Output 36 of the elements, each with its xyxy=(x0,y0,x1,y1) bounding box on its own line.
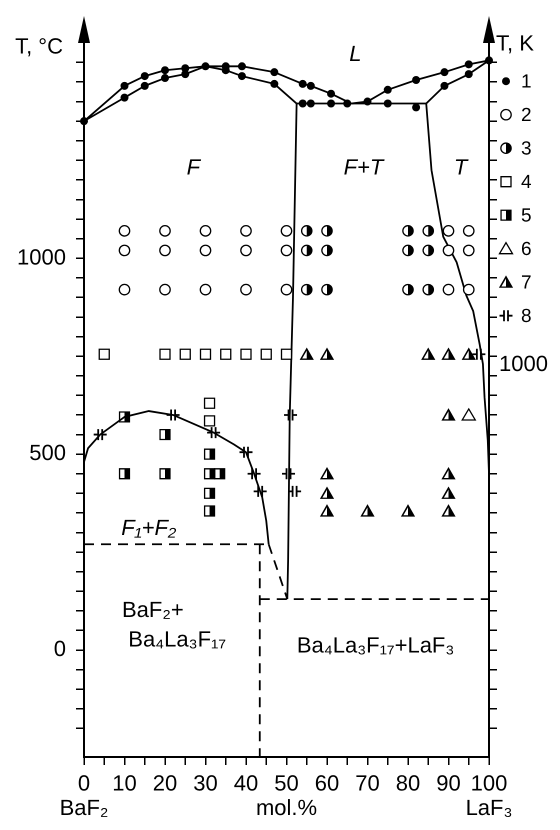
x-tick-label: 100 xyxy=(470,770,508,796)
legend-label: 5 xyxy=(521,205,532,226)
x-tick-label: 70 xyxy=(355,770,380,796)
legend-label: 8 xyxy=(521,306,532,327)
y-tick-label: 1000 xyxy=(17,244,66,270)
annotation: F+T xyxy=(344,154,385,180)
x-tick-label: 80 xyxy=(396,770,420,796)
text: LaF₃ xyxy=(466,795,512,820)
y-tick-label: 0 xyxy=(54,636,66,662)
x-axis-title: mol.% xyxy=(256,795,318,820)
legend-label: 2 xyxy=(521,104,532,126)
x-tick-label: 50 xyxy=(274,770,299,796)
legend-label: 4 xyxy=(521,172,532,193)
x-tick-label: 20 xyxy=(152,770,178,796)
x-tick-label: 60 xyxy=(314,770,340,796)
legend-label: 6 xyxy=(521,238,532,260)
annotation: Ba₄La₃F₁₇ xyxy=(128,626,226,652)
annotation: T xyxy=(454,154,469,180)
y-tick-label: 500 xyxy=(29,440,66,466)
legend-label: 3 xyxy=(521,138,532,160)
annotation: F₁+F₂ xyxy=(121,514,177,540)
y-axis-title: T, °C xyxy=(15,33,64,58)
text: 1000 xyxy=(499,351,548,376)
annotation: F xyxy=(186,154,202,180)
annotation: BaF₂+ xyxy=(122,597,184,622)
x-tick-label: 0 xyxy=(78,770,90,796)
x-tick-label: 90 xyxy=(436,770,461,796)
annotation: Ba₄La₃F₁₇+LaF₃ xyxy=(296,632,454,658)
annotation: L xyxy=(349,40,362,66)
legend-label: 7 xyxy=(521,272,532,294)
legend-label: 1 xyxy=(521,71,532,92)
x-tick-label: 40 xyxy=(234,770,258,796)
y2-axis-title: T, K xyxy=(496,30,534,56)
x-tick-label: 10 xyxy=(112,770,137,796)
x-tick-label: 30 xyxy=(193,770,218,796)
text: BaF₂ xyxy=(60,795,108,820)
